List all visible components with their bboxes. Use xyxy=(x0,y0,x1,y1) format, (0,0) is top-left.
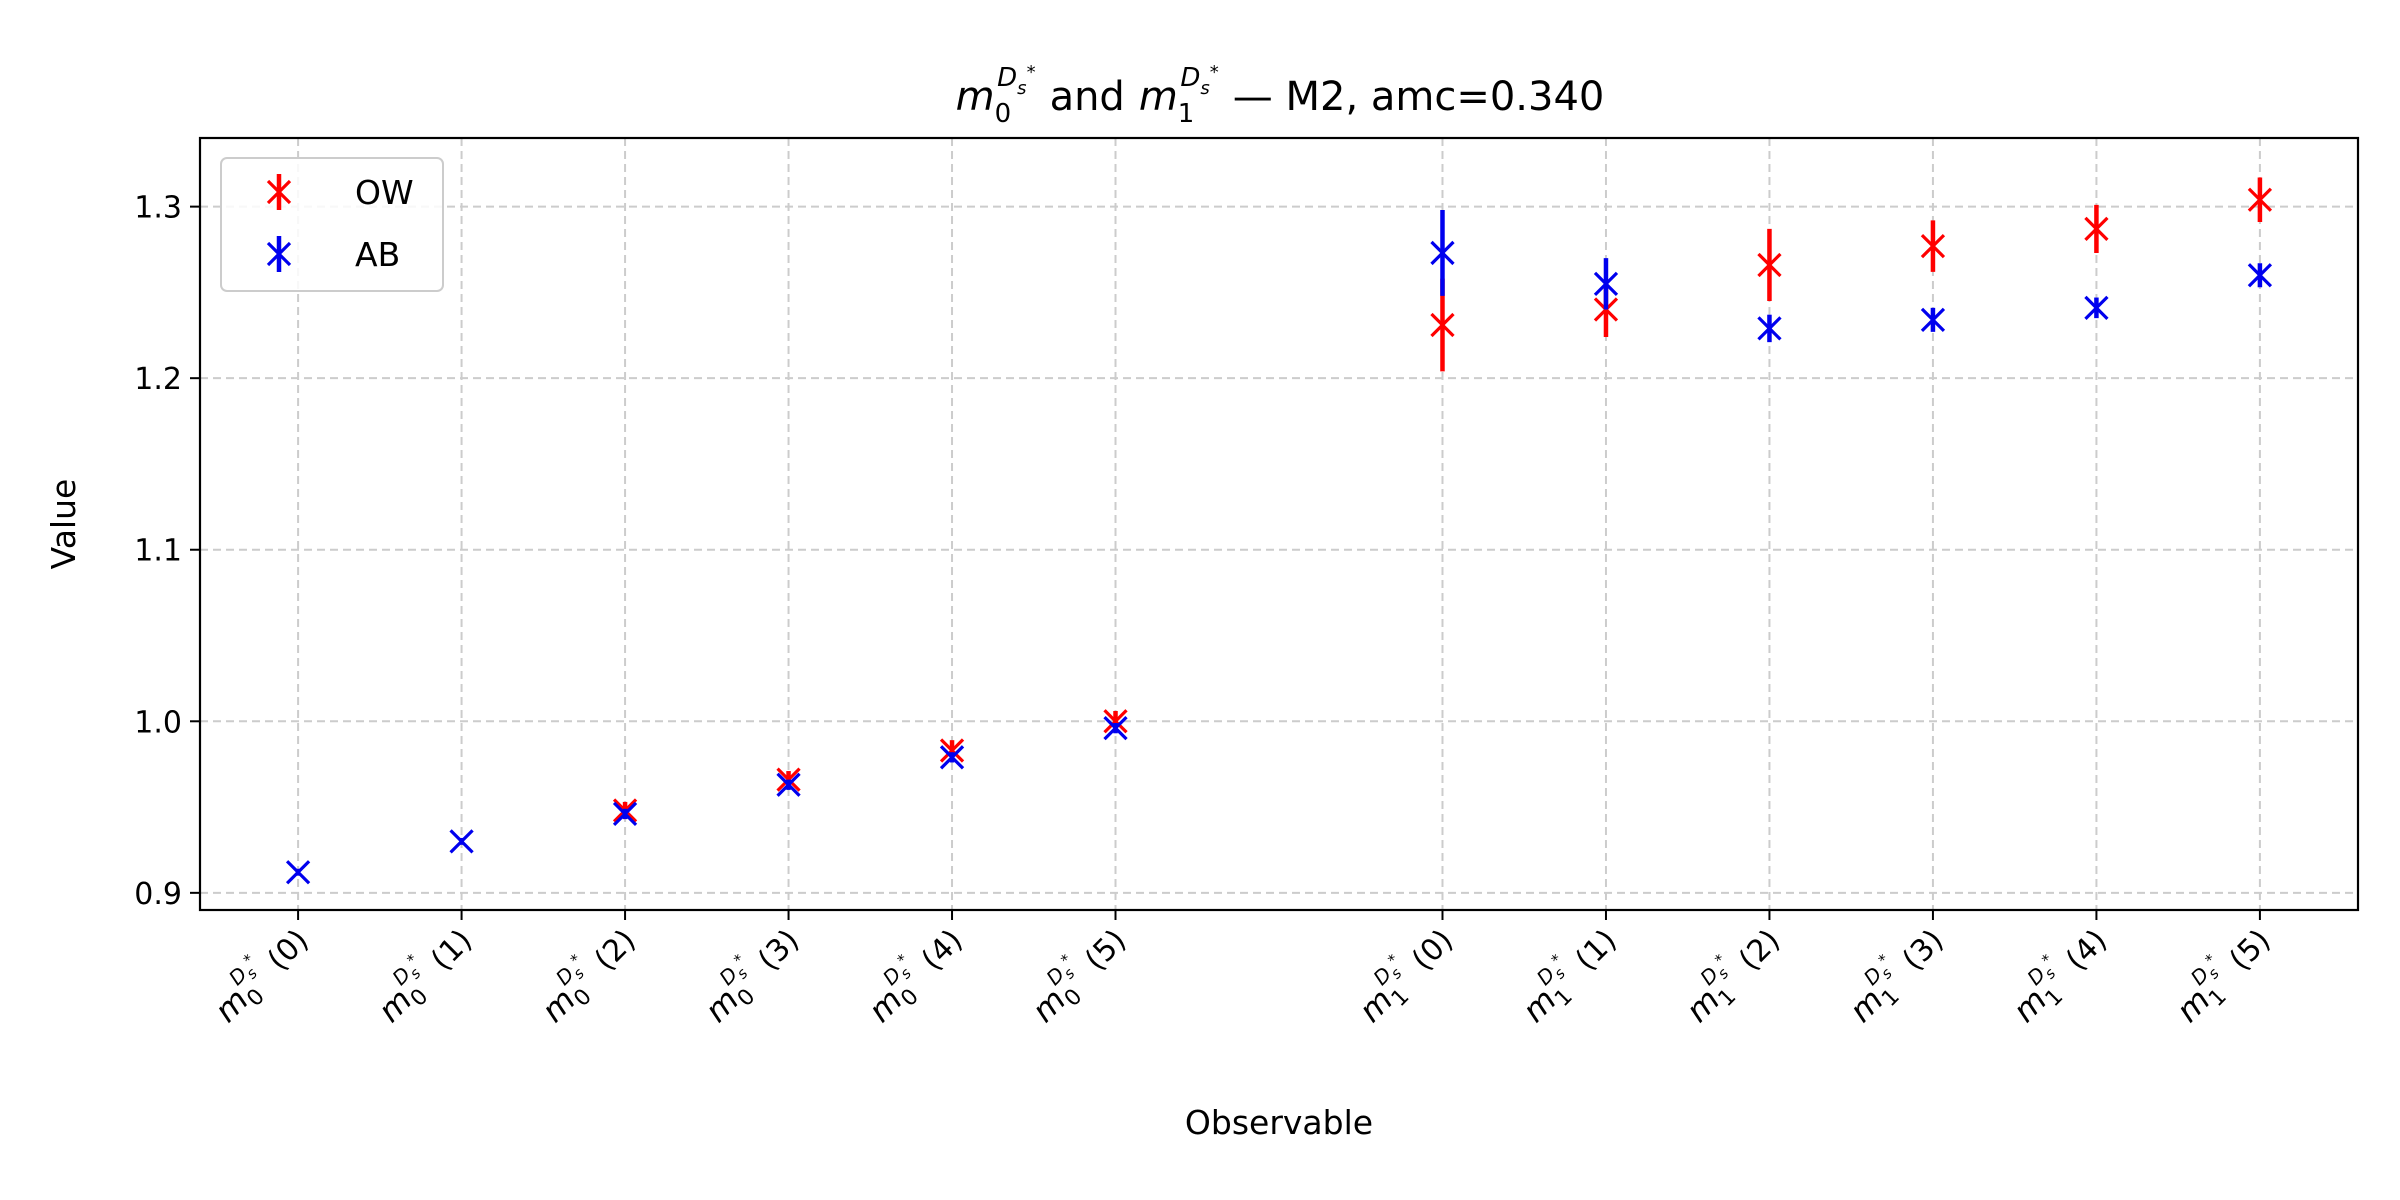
data-point xyxy=(776,772,801,797)
legend-label: AB xyxy=(355,235,400,274)
y-tick-label: 0.9 xyxy=(134,877,182,912)
title-m0-sub: 0 xyxy=(995,99,1012,129)
y-tick-label: 1.0 xyxy=(134,705,182,740)
title-m1-sub: 1 xyxy=(1178,99,1195,129)
title-m0-sup: D xyxy=(997,63,1017,93)
legend-label: OW xyxy=(355,173,414,212)
grid xyxy=(200,138,2358,910)
data-point xyxy=(2247,263,2273,288)
data-point xyxy=(1757,316,1782,341)
legend-item-ab: AB xyxy=(266,235,400,274)
data-point xyxy=(612,801,638,827)
data-point xyxy=(1430,240,1455,266)
series-ab xyxy=(285,210,2273,885)
data-point xyxy=(1593,271,1619,296)
legend-marker xyxy=(266,241,292,267)
y-axis-label: Value xyxy=(44,479,83,570)
data-point xyxy=(939,738,965,763)
data-point xyxy=(1593,297,1619,322)
y-tick-label: 1.2 xyxy=(134,362,182,397)
plot-frame xyxy=(198,136,2360,912)
data-layer xyxy=(285,177,2273,885)
chart-title: m0Ds*and m1Ds*— M2, amc=0.340 xyxy=(956,62,1605,129)
data-point xyxy=(939,745,965,770)
x-axis-label: Observable xyxy=(1185,1103,1373,1142)
title-m1-sup-sub: s xyxy=(1200,78,1209,99)
data-point xyxy=(2247,187,2273,212)
data-point xyxy=(2084,216,2109,242)
data-point xyxy=(1757,252,1782,278)
title-suffix: — M2, amc=0.340 xyxy=(1233,74,1605,120)
x-tick-label: m1Ds* (4) xyxy=(1998,914,2118,1034)
y-tick-label: 1.3 xyxy=(134,191,182,226)
title-and: and xyxy=(1050,74,1125,120)
data-point xyxy=(449,829,474,854)
y-axis: 0.9 1.0 1.1 1.2 1.3 xyxy=(134,191,200,912)
y-tick-label: 1.1 xyxy=(134,534,182,569)
legend-item-ow: OW xyxy=(266,173,414,212)
legend-marker xyxy=(266,179,292,205)
data-point xyxy=(1920,233,1946,259)
title-m1-sup-star: * xyxy=(1210,62,1219,83)
title-m1-sup: D xyxy=(1180,63,1200,93)
title-m0: m xyxy=(956,74,995,120)
data-point xyxy=(285,860,311,885)
data-point xyxy=(1920,307,1946,332)
title-m0-sup-star: * xyxy=(1027,62,1036,83)
data-point xyxy=(2084,295,2109,320)
title-m1: m xyxy=(1139,74,1178,120)
data-point xyxy=(1430,312,1455,338)
title-m0-sup-sub: s xyxy=(1017,78,1026,99)
data-point xyxy=(1103,709,1128,734)
legend: OW AB xyxy=(220,157,444,292)
data-point xyxy=(1103,716,1128,741)
